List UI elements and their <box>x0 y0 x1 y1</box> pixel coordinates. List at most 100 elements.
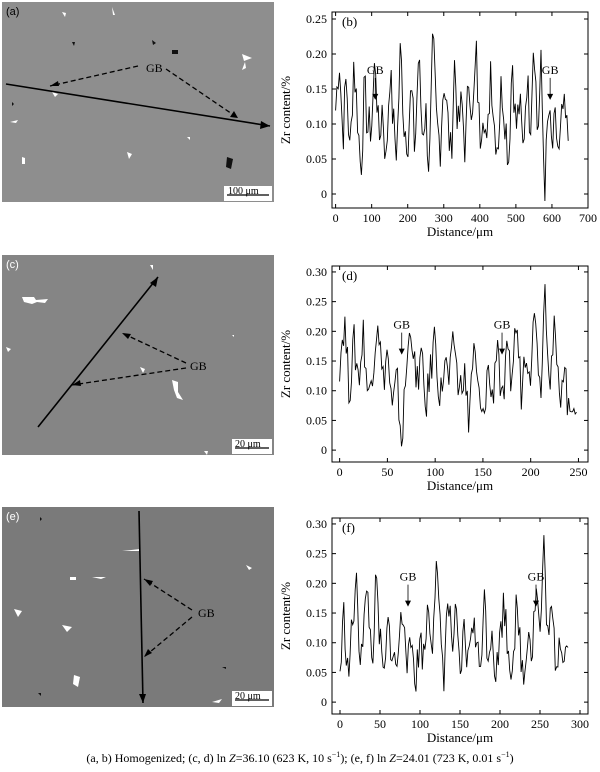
x-axis-label: Distance/μm <box>427 730 493 745</box>
plot-frame <box>331 11 589 209</box>
x-tick-label: 0 <box>333 211 339 225</box>
caption-text: −1 <box>501 750 510 759</box>
gb-annotation-arrowhead <box>405 600 411 607</box>
panel-label: (c) <box>6 259 19 271</box>
x-axis-label: Distance/μm <box>427 224 493 239</box>
linescan-chart-f: 0 0.05 0.10 0.15 0.20 0.25 0.30 0 50 100 150 200 250… <box>278 517 589 745</box>
gb-annotation-arrowhead <box>533 600 539 607</box>
y-tick-label: 0.10 <box>306 384 327 398</box>
gb-pointer <box>143 578 193 611</box>
y-tick-label: 0.15 <box>306 606 327 620</box>
gb-annotation: GB <box>494 318 511 332</box>
gb-annotation: GB <box>400 570 417 584</box>
micrograph-a: GB (a) 100 μm <box>2 2 274 202</box>
y-axis-label: Zr content/% <box>278 330 293 398</box>
scale-bar-box <box>232 439 272 454</box>
y-tick-label: 0 <box>321 443 327 457</box>
x-tick-label: 150 <box>474 465 492 479</box>
gb-pointer <box>121 332 187 364</box>
gb-annotation: GB <box>367 63 384 77</box>
micrograph-e: GB (e) 20 μm <box>2 507 274 707</box>
x-tick-label: 0 <box>337 465 343 479</box>
gb-annotation-arrowhead <box>372 93 379 100</box>
caption-text: Z <box>229 751 236 765</box>
zr-content-series <box>339 284 577 447</box>
gb-pointer <box>165 68 239 119</box>
linescan-plot-f: 0 0.05 0.10 0.15 0.20 0.25 0.30 0 50 100 150 200 250… <box>276 506 598 746</box>
gb-label: GB <box>198 606 215 620</box>
y-tick-label: 0.25 <box>306 295 327 309</box>
x-tick-label: 200 <box>491 717 509 731</box>
y-tick-label: 0 <box>321 695 327 709</box>
x-tick-label: 0 <box>337 717 343 731</box>
linescan-plot-b: 0 0.05 0.10 0.15 0.20 0.25 0 100 200 300 400 500 600… <box>276 0 598 240</box>
micrograph-e-image: GB (e) 20 μm <box>2 507 274 707</box>
panel-label: (b) <box>342 14 357 29</box>
panel-label: (d) <box>342 268 357 283</box>
y-tick-label: 0.30 <box>306 265 327 279</box>
x-tick-label: 100 <box>363 211 381 225</box>
y-tick-label: 0.20 <box>306 47 327 61</box>
scale-bar-box <box>232 691 272 706</box>
gb-annotation: GB <box>528 570 545 584</box>
particles <box>10 7 264 196</box>
scale-bar-label: 20 μm <box>235 439 261 450</box>
x-tick-label: 400 <box>471 211 489 225</box>
y-axis-label: Zr content/% <box>278 582 293 650</box>
caption-text: Z <box>389 751 396 765</box>
caption-text: =24.01 (723 K, 0.01 s <box>395 751 502 765</box>
x-tick-label: 500 <box>507 211 525 225</box>
micrograph-background <box>2 2 274 202</box>
y-tick-label: 0.30 <box>306 517 327 531</box>
x-axis-label: Distance/μm <box>427 478 493 493</box>
y-tick-label: 0.20 <box>306 576 327 590</box>
x-tick-label: 100 <box>411 717 429 731</box>
y-tick-label: 0.05 <box>306 413 327 427</box>
particles <box>14 517 252 703</box>
y-tick-label: 0.10 <box>306 636 327 650</box>
x-tick-label: 50 <box>381 465 393 479</box>
y-tick-label: 0.05 <box>306 665 327 679</box>
scale-bar-box <box>224 186 272 201</box>
micrograph-a-image: GB (a) 100 μm <box>2 2 274 202</box>
caption-text: ); (e, f) ln <box>340 751 390 765</box>
x-tick-label: 300 <box>435 211 453 225</box>
micrograph-background <box>2 255 274 455</box>
gb-label: GB <box>146 61 163 75</box>
zr-content-series <box>339 535 569 692</box>
y-tick-label: 0.15 <box>306 354 327 368</box>
gb-pointer <box>49 65 139 87</box>
panel-label: (f) <box>342 520 355 535</box>
x-tick-label: 250 <box>531 717 549 731</box>
gb-pointer <box>143 616 193 658</box>
x-tick-label: 200 <box>399 211 417 225</box>
scale-bar-label: 20 μm <box>235 691 261 702</box>
x-tick-label: 50 <box>374 717 386 731</box>
figure-caption: (a, b) Homogenized; (c, d) ln Z=36.10 (6… <box>0 750 600 766</box>
gb-label: GB <box>190 359 207 373</box>
plot-frame <box>331 265 589 463</box>
gb-annotation: GB <box>393 318 410 332</box>
micrograph-c: GB (c) 20 μm <box>2 255 274 455</box>
x-tick-label: 700 <box>579 211 597 225</box>
micrograph-background <box>2 507 274 707</box>
gb-annotation: GB <box>542 63 559 77</box>
x-tick-label: 600 <box>543 211 561 225</box>
micrograph-c-image: GB (c) 20 μm <box>2 255 274 455</box>
gb-annotation-arrowhead <box>499 348 506 355</box>
gb-annotation-arrowhead <box>547 93 554 100</box>
particles <box>6 265 234 455</box>
panel-label: (e) <box>6 511 19 523</box>
x-tick-label: 300 <box>571 717 589 731</box>
linescan-chart-b: 0 0.05 0.10 0.15 0.20 0.25 0 100 200 300 400 500 600… <box>278 11 597 239</box>
linescan-plot-d: 0 0.05 0.10 0.15 0.20 0.25 0.30 0 50 100 150 200 250… <box>276 254 598 494</box>
caption-text: (a, b) Homogenized; (c, d) ln <box>86 751 229 765</box>
x-tick-label: 100 <box>426 465 444 479</box>
x-tick-label: 150 <box>451 717 469 731</box>
x-tick-label: 250 <box>569 465 587 479</box>
gb-pointer <box>71 367 187 386</box>
scale-bar-label: 100 μm <box>228 186 259 197</box>
zr-content-series <box>335 33 569 202</box>
y-tick-label: 0.10 <box>306 117 327 131</box>
panel-label: (a) <box>6 6 19 18</box>
